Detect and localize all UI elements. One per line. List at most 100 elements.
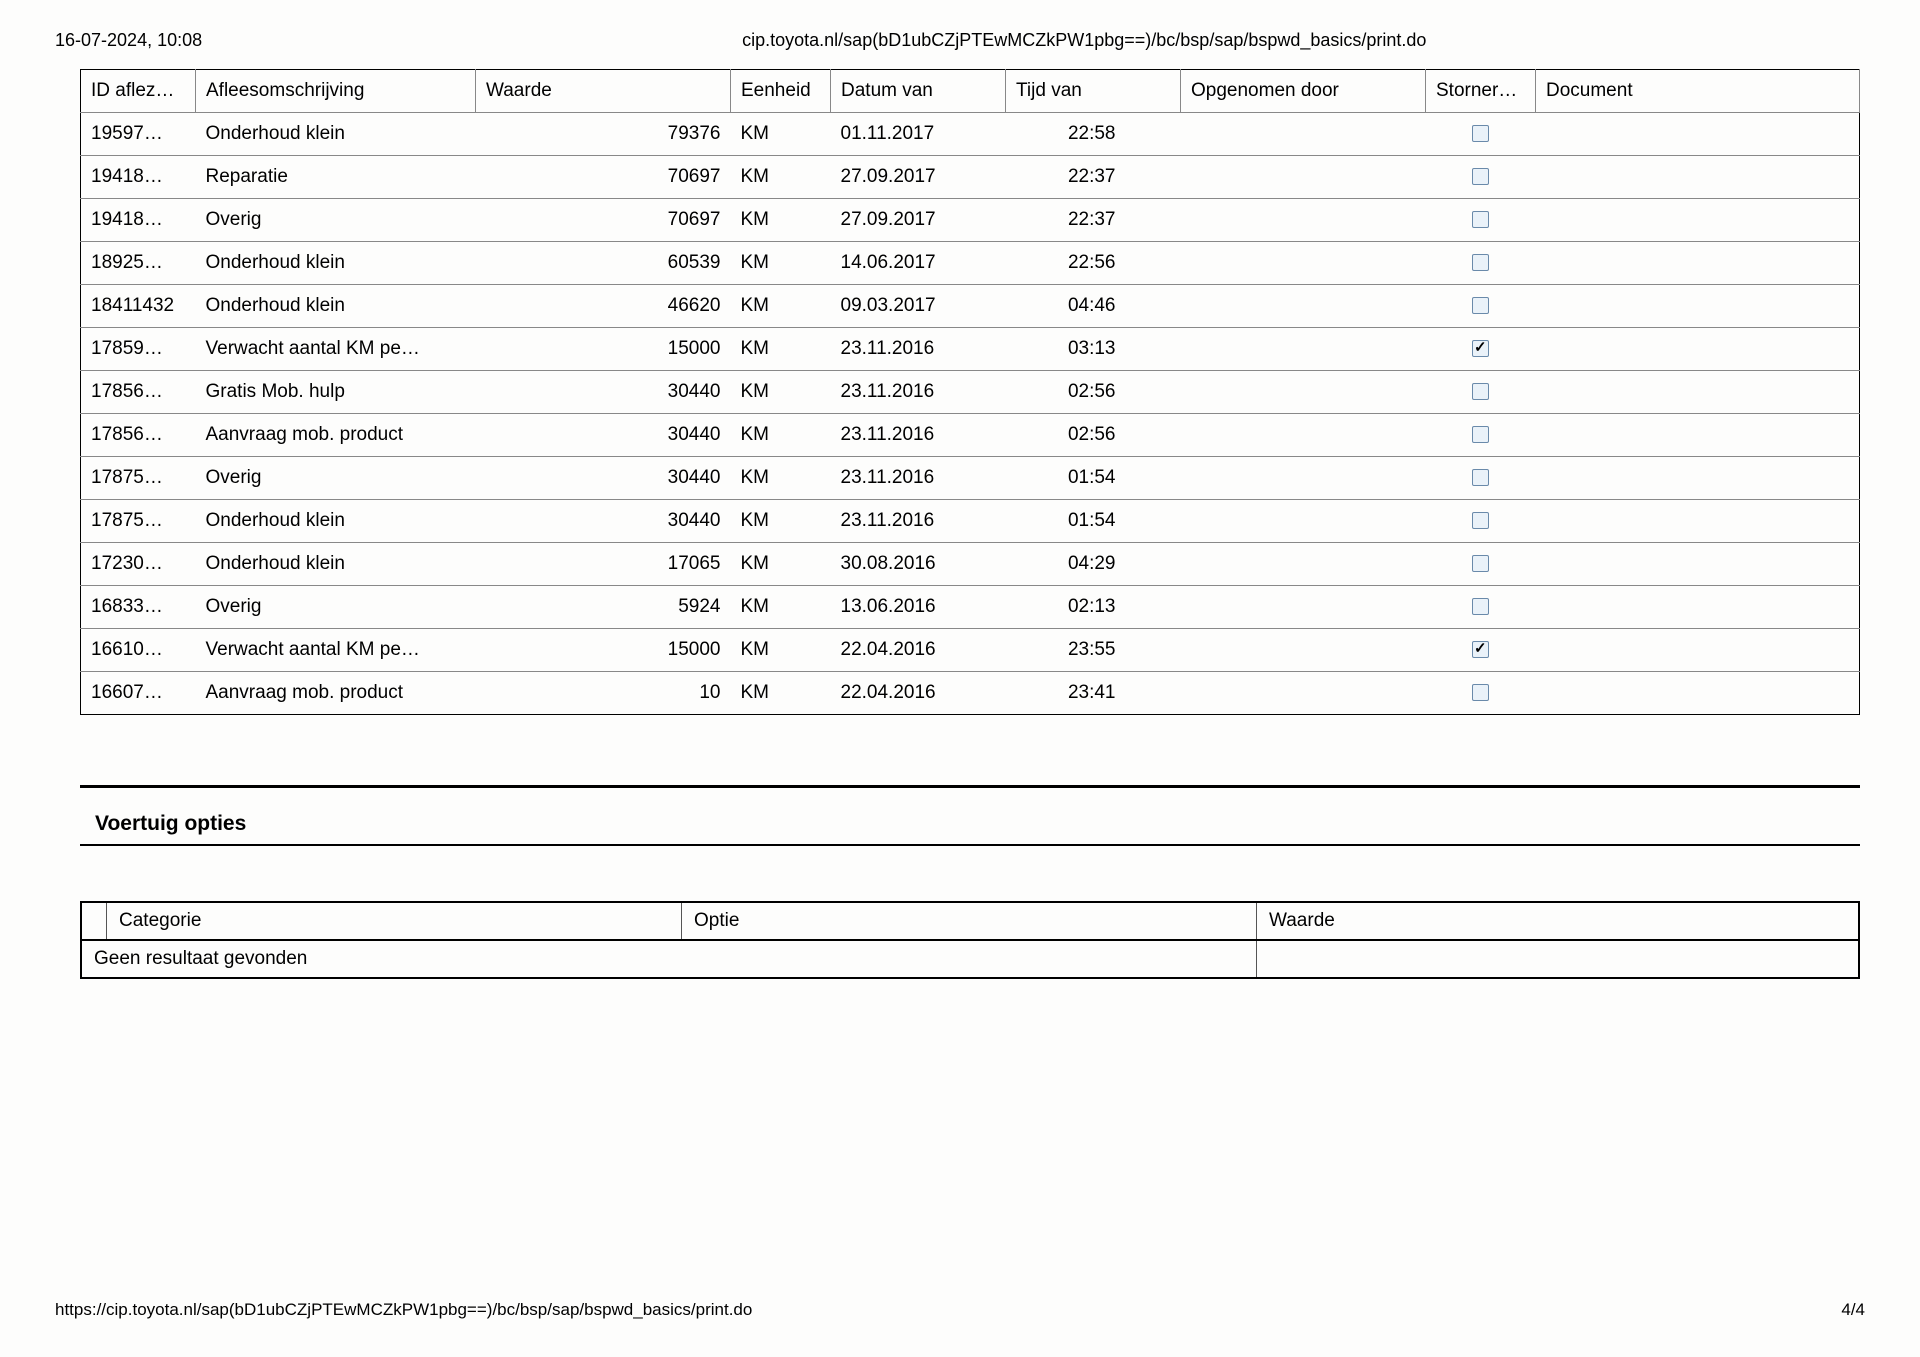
- cell-document: [1536, 199, 1860, 242]
- storner-checkbox-icon[interactable]: [1472, 383, 1489, 400]
- cell-storner: [1426, 242, 1536, 285]
- cell-storner: [1426, 371, 1536, 414]
- cell-id: 16607…: [81, 672, 196, 715]
- cell-tijd: 02:56: [1006, 371, 1181, 414]
- cell-datum: 23.11.2016: [831, 500, 1006, 543]
- col-header-opgenomen: Opgenomen door: [1181, 70, 1426, 113]
- table-row: 19418…Reparatie70697KM27.09.201722:37: [81, 156, 1860, 199]
- storner-checkbox-icon[interactable]: [1472, 598, 1489, 615]
- cell-tijd: 23:55: [1006, 629, 1181, 672]
- cell-aflees: Overig: [196, 199, 476, 242]
- cell-tijd: 22:37: [1006, 199, 1181, 242]
- storner-checkbox-icon[interactable]: [1472, 469, 1489, 486]
- cell-document: [1536, 586, 1860, 629]
- cell-datum: 30.08.2016: [831, 543, 1006, 586]
- cell-id: 17856…: [81, 414, 196, 457]
- cell-id: 19418…: [81, 199, 196, 242]
- storner-checkbox-icon[interactable]: [1472, 125, 1489, 142]
- table-row: 16610…Verwacht aantal KM pe…15000KM22.04…: [81, 629, 1860, 672]
- storner-checkbox-icon[interactable]: [1472, 641, 1489, 658]
- cell-document: [1536, 414, 1860, 457]
- cell-document: [1536, 328, 1860, 371]
- cell-aflees: Onderhoud klein: [196, 113, 476, 156]
- cell-storner: [1426, 500, 1536, 543]
- storner-checkbox-icon[interactable]: [1472, 211, 1489, 228]
- cell-opgenomen: [1181, 113, 1426, 156]
- storner-checkbox-icon[interactable]: [1472, 426, 1489, 443]
- storner-checkbox-icon[interactable]: [1472, 168, 1489, 185]
- cell-aflees: Onderhoud klein: [196, 285, 476, 328]
- cell-eenheid: KM: [731, 328, 831, 371]
- cell-opgenomen: [1181, 500, 1426, 543]
- cell-tijd: 02:56: [1006, 414, 1181, 457]
- cell-waarde: 30440: [476, 500, 731, 543]
- options-col-categorie: Categorie: [107, 902, 682, 940]
- table-row: 17875…Onderhoud klein30440KM23.11.201601…: [81, 500, 1860, 543]
- table-row: 19597…Onderhoud klein79376KM01.11.201722…: [81, 113, 1860, 156]
- storner-checkbox-icon[interactable]: [1472, 297, 1489, 314]
- cell-opgenomen: [1181, 371, 1426, 414]
- options-no-result-row: Geen resultaat gevonden: [81, 940, 1859, 978]
- cell-storner: [1426, 199, 1536, 242]
- cell-document: [1536, 242, 1860, 285]
- options-header-row: Categorie Optie Waarde: [81, 902, 1859, 940]
- section-underline: [80, 844, 1860, 846]
- table-row: 16833…Overig5924KM13.06.201602:13: [81, 586, 1860, 629]
- print-timestamp: 16-07-2024, 10:08: [55, 30, 202, 51]
- cell-eenheid: KM: [731, 414, 831, 457]
- col-header-eenheid: Eenheid: [731, 70, 831, 113]
- cell-storner: [1426, 285, 1536, 328]
- table-row: 17859…Verwacht aantal KM pe…15000KM23.11…: [81, 328, 1860, 371]
- section-divider: [80, 785, 1860, 788]
- cell-eenheid: KM: [731, 629, 831, 672]
- cell-eenheid: KM: [731, 199, 831, 242]
- cell-datum: 23.11.2016: [831, 328, 1006, 371]
- options-col-optie: Optie: [682, 902, 1257, 940]
- table-row: 16607…Aanvraag mob. product10KM22.04.201…: [81, 672, 1860, 715]
- cell-aflees: Onderhoud klein: [196, 543, 476, 586]
- cell-tijd: 23:41: [1006, 672, 1181, 715]
- cell-tijd: 01:54: [1006, 457, 1181, 500]
- cell-tijd: 22:58: [1006, 113, 1181, 156]
- cell-opgenomen: [1181, 242, 1426, 285]
- cell-document: [1536, 113, 1860, 156]
- storner-checkbox-icon[interactable]: [1472, 340, 1489, 357]
- col-header-id: ID aflez…: [81, 70, 196, 113]
- storner-checkbox-icon[interactable]: [1472, 684, 1489, 701]
- cell-eenheid: KM: [731, 285, 831, 328]
- cell-eenheid: KM: [731, 113, 831, 156]
- cell-datum: 23.11.2016: [831, 414, 1006, 457]
- cell-datum: 09.03.2017: [831, 285, 1006, 328]
- page-header: 16-07-2024, 10:08 cip.toyota.nl/sap(bD1u…: [55, 30, 1865, 51]
- cell-aflees: Verwacht aantal KM pe…: [196, 328, 476, 371]
- table-row: 17856…Aanvraag mob. product30440KM23.11.…: [81, 414, 1860, 457]
- cell-document: [1536, 285, 1860, 328]
- cell-opgenomen: [1181, 414, 1426, 457]
- cell-document: [1536, 156, 1860, 199]
- cell-datum: 27.09.2017: [831, 156, 1006, 199]
- cell-eenheid: KM: [731, 371, 831, 414]
- cell-document: [1536, 672, 1860, 715]
- options-no-result-empty: [1257, 940, 1860, 978]
- options-section-title: Voertuig opties: [95, 812, 1865, 836]
- cell-aflees: Onderhoud klein: [196, 500, 476, 543]
- storner-checkbox-icon[interactable]: [1472, 555, 1489, 572]
- cell-datum: 22.04.2016: [831, 629, 1006, 672]
- table-row: 17875…Overig30440KM23.11.201601:54: [81, 457, 1860, 500]
- cell-tijd: 04:46: [1006, 285, 1181, 328]
- vehicle-options-table: Categorie Optie Waarde Geen resultaat ge…: [80, 901, 1860, 979]
- cell-opgenomen: [1181, 629, 1426, 672]
- storner-checkbox-icon[interactable]: [1472, 254, 1489, 271]
- cell-eenheid: KM: [731, 242, 831, 285]
- footer-url: https://cip.toyota.nl/sap(bD1ubCZjPTEwMC…: [55, 1300, 752, 1320]
- cell-datum: 27.09.2017: [831, 199, 1006, 242]
- cell-tijd: 04:29: [1006, 543, 1181, 586]
- cell-aflees: Aanvraag mob. product: [196, 414, 476, 457]
- cell-waarde: 10: [476, 672, 731, 715]
- col-header-waarde: Waarde: [476, 70, 731, 113]
- cell-aflees: Overig: [196, 457, 476, 500]
- page-footer: https://cip.toyota.nl/sap(bD1ubCZjPTEwMC…: [55, 1300, 1865, 1320]
- cell-eenheid: KM: [731, 500, 831, 543]
- cell-id: 18925…: [81, 242, 196, 285]
- storner-checkbox-icon[interactable]: [1472, 512, 1489, 529]
